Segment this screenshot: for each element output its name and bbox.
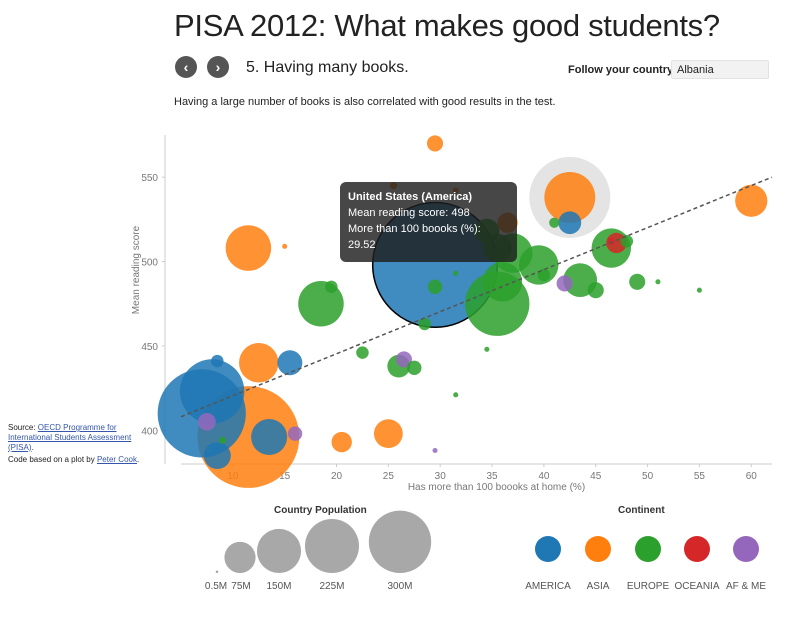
data-point[interactable] (211, 354, 224, 368)
data-point[interactable] (587, 282, 604, 299)
data-point[interactable] (203, 442, 231, 470)
next-button[interactable]: › (207, 56, 229, 78)
tooltip-line: Mean reading score: 498 (348, 207, 470, 219)
x-tick-label: 20 (331, 471, 343, 482)
continent-legend-title: Continent (618, 505, 665, 516)
x-tick-label: 35 (486, 471, 498, 482)
data-point[interactable] (251, 419, 288, 456)
credit-note: Code based on a plot by Peter Cook. (8, 455, 140, 464)
population-legend-circle (256, 528, 302, 573)
x-tick-label: 15 (279, 471, 291, 482)
tooltip-line: More than 100 boooks (%): (348, 223, 481, 235)
follow-country-label: Follow your country (568, 64, 674, 76)
continent-legend-swatch[interactable] (635, 536, 661, 562)
data-point[interactable] (629, 273, 646, 290)
chevron-right-icon: › (215, 59, 221, 75)
population-legend-label: 300M (387, 581, 413, 592)
x-tick-label: 25 (383, 471, 395, 482)
continent-legend-label: AMERICA (525, 581, 571, 592)
population-legend-label: 150M (266, 581, 292, 592)
prev-button[interactable]: ‹ (175, 56, 197, 78)
data-point[interactable] (325, 280, 338, 294)
x-tick-label: 55 (694, 471, 706, 482)
data-point[interactable] (331, 431, 352, 453)
continent-legend-swatch[interactable] (585, 536, 611, 562)
data-point[interactable] (549, 217, 560, 228)
step-title: 5. Having many books. (246, 59, 409, 76)
data-point[interactable] (620, 235, 634, 248)
source-note: Source: OECD Programme for International… (8, 423, 132, 452)
continent-legend-swatch[interactable] (684, 536, 710, 562)
data-point[interactable] (356, 346, 369, 359)
population-legend-circle (215, 570, 219, 574)
population-legend-label: 75M (231, 581, 251, 592)
continent-legend-label: AF & ME (725, 581, 767, 592)
data-point[interactable] (277, 350, 303, 376)
population-legend-label: 0.5M (204, 581, 228, 592)
data-point[interactable] (426, 135, 444, 152)
y-tick-label: 400 (141, 426, 158, 437)
continent-legend-swatch[interactable] (535, 536, 561, 562)
data-point[interactable] (556, 275, 573, 292)
data-point[interactable] (407, 360, 422, 376)
data-point[interactable] (282, 243, 288, 249)
x-tick-label: 60 (746, 471, 758, 482)
x-tick-label: 45 (590, 471, 602, 482)
tooltip: United States (America) Mean reading sco… (340, 182, 517, 262)
population-legend-label: 225M (319, 581, 345, 592)
x-tick-label: 50 (642, 471, 654, 482)
data-point[interactable] (484, 346, 490, 352)
data-point[interactable] (218, 436, 227, 444)
y-tick-label: 450 (141, 342, 158, 353)
data-point[interactable] (418, 317, 431, 331)
continent-legend-label: EUROPE (626, 581, 670, 592)
data-point[interactable] (373, 419, 403, 449)
data-point[interactable] (179, 359, 245, 424)
data-point[interactable] (225, 225, 272, 271)
continent-legend-label: ASIA (586, 581, 610, 592)
chevron-left-icon: ‹ (183, 59, 189, 75)
data-point[interactable] (427, 279, 443, 295)
data-point[interactable] (558, 211, 582, 235)
tooltip-line: 29.52 (348, 239, 376, 251)
data-point[interactable] (453, 270, 459, 276)
credit-link[interactable]: Peter Cook (96, 455, 137, 464)
x-tick-label: 30 (435, 471, 447, 482)
population-legend-title: Country Population (274, 505, 367, 516)
trend-line (180, 176, 773, 418)
y-axis-label: Mean reading score (131, 225, 142, 314)
data-point[interactable] (395, 351, 412, 368)
source-link[interactable]: OECD Programme for International Student… (8, 423, 132, 452)
data-point[interactable] (432, 447, 438, 454)
page-title: PISA 2012: What makes good students? (174, 8, 720, 43)
continent-legend-label: OCEANIA (674, 581, 720, 592)
data-point[interactable] (544, 171, 596, 223)
x-axis-label: Has more than 100 boooks at home (%) (408, 482, 585, 493)
data-point[interactable] (655, 279, 661, 285)
y-tick-label: 500 (141, 258, 158, 269)
data-point[interactable] (696, 287, 702, 293)
data-point[interactable] (607, 237, 615, 245)
population-legend-circle (305, 519, 359, 573)
step-description: Having a large number of books is also c… (174, 96, 556, 108)
population-legend-circle (368, 510, 432, 573)
data-point[interactable] (518, 245, 559, 285)
population-legend-circle (224, 541, 256, 574)
continent-legend-swatch[interactable] (733, 536, 759, 562)
data-point[interactable] (239, 343, 279, 383)
data-point[interactable] (453, 392, 459, 398)
y-tick-label: 550 (141, 173, 158, 184)
data-point[interactable] (482, 262, 523, 302)
data-point[interactable] (198, 413, 216, 431)
tooltip-title: United States (America) (348, 191, 473, 203)
data-point[interactable] (537, 268, 551, 282)
data-point[interactable] (735, 184, 768, 217)
country-select[interactable]: Albania (671, 60, 769, 79)
data-point[interactable] (287, 426, 303, 441)
x-tick-label: 40 (538, 471, 550, 482)
